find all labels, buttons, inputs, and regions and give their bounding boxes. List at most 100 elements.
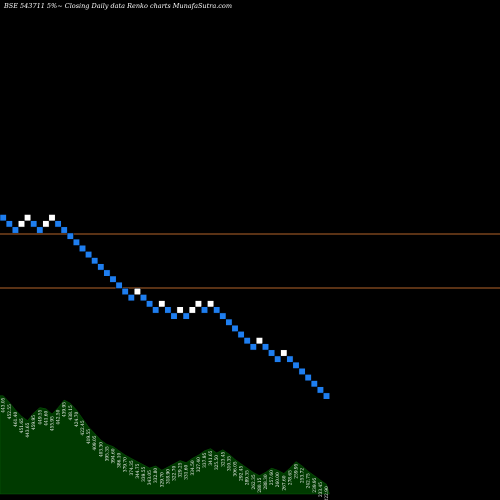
volume-area [0, 395, 330, 495]
volume-label: 461.40 [14, 412, 19, 427]
renko-brick-down [115, 281, 123, 289]
volume-label: 331.60 [185, 464, 190, 479]
renko-brick-down [152, 306, 160, 314]
renko-brick-down [225, 318, 233, 326]
renko-brick-down [11, 226, 19, 234]
volume-label: 259.95 [295, 463, 300, 478]
renko-brick-up [188, 306, 196, 314]
reference-lines [0, 233, 500, 289]
renko-brick-up [255, 337, 263, 345]
renko-brick-down [310, 380, 318, 388]
renko-brick-down [249, 343, 257, 351]
volume-label: 339.55 [142, 467, 147, 482]
renko-brick-down [91, 257, 99, 265]
volume-label: 292.45 [240, 466, 245, 481]
volume-label: 327.40 [197, 457, 202, 472]
volume-label: 451.65 [20, 418, 25, 433]
renko-brick-down [97, 263, 105, 271]
volume-label: 419.55 [87, 429, 92, 444]
renko-brick-up [18, 220, 25, 228]
renko-brick-down [66, 232, 74, 240]
renko-brick-down [298, 368, 306, 375]
volume-label: 260.00 [276, 472, 281, 487]
volume-label: 329.70 [160, 472, 165, 487]
renko-brick-down [274, 355, 282, 363]
renko-brick-up [48, 214, 56, 222]
renko-brick-down [85, 251, 93, 259]
renko-brick-down [268, 349, 276, 357]
renko-brick-up [24, 214, 32, 222]
renko-brick-up [194, 300, 202, 308]
volume-label: 443.05 [2, 397, 7, 412]
volume-label: 441.60 [44, 410, 49, 425]
renko-brick-down [231, 324, 239, 332]
volume-label: 459.95 [32, 415, 37, 430]
volume-label: 409.05 [93, 435, 98, 450]
renko-brick-up [42, 220, 50, 228]
volume-label: 325.50 [215, 455, 220, 470]
volume-label: 394.60 [112, 448, 117, 463]
volume-label: 323.45 [221, 451, 226, 466]
renko-brick-down [316, 386, 324, 394]
volume-label: 395.35 [105, 446, 110, 461]
chart-title: BSE 543711 5%~ Closing Daily data Renko … [3, 2, 232, 10]
volume-label: 337.95 [203, 453, 208, 468]
renko-brick-up [280, 349, 288, 357]
volume-label: 257.60 [270, 470, 275, 485]
renko-brick-down [0, 214, 7, 222]
volume-label: 253.72 [301, 468, 306, 483]
renko-brick-down [164, 306, 172, 314]
volume-label: 379.70 [124, 457, 129, 472]
renko-brick-down [30, 220, 38, 228]
volume-label: 278.65 [288, 470, 293, 485]
renko-brick-up [133, 288, 141, 295]
volume-label: 334.50 [191, 460, 196, 475]
renko-brick-down [170, 312, 178, 320]
volume-label: 455.95 [51, 416, 56, 431]
renko-brick-down [286, 355, 294, 363]
volume-label: 242.75 [307, 473, 312, 488]
renko-brick-down [127, 294, 135, 302]
renko-brick-down [292, 361, 300, 369]
volume-label: 262.35 [252, 474, 257, 489]
volume-label: 439.95 [63, 402, 68, 417]
renko-brick-down [182, 312, 190, 320]
volume-label: 222.90 [325, 486, 330, 500]
renko-brick-down [262, 343, 269, 351]
volume-label: 424.70 [75, 412, 80, 427]
volume-label: 443.65 [26, 422, 31, 437]
renko-brick-down [304, 374, 312, 382]
renko-brick-down [103, 269, 111, 277]
volume-label: 288.30 [264, 474, 269, 489]
volume-label: 452.55 [8, 404, 13, 419]
volume-label: 318.90 [166, 469, 171, 484]
volume-label: 438.15 [69, 405, 74, 420]
volume-label: 344.75 [136, 463, 141, 478]
renko-brick-down [323, 392, 330, 400]
renko-brick-down [60, 226, 68, 234]
volume-label: 374.35 [130, 460, 135, 475]
renko-brick-down [213, 306, 221, 314]
volume-label: 289.35 [246, 470, 251, 485]
volume-label: 233.45 [319, 482, 324, 497]
renko-bricks [0, 214, 330, 400]
volume-label: 332.80 [154, 468, 159, 483]
volume-label: 306.05 [234, 461, 239, 476]
renko-brick-down [201, 306, 208, 314]
renko-brick-down [54, 220, 62, 228]
volume-label: 422.45 [81, 420, 86, 435]
renko-brick-down [146, 300, 154, 308]
renko-brick-down [243, 337, 251, 345]
renko-brick-up [207, 300, 215, 308]
volume-label: 239.95 [313, 477, 318, 492]
volume-label: 329.25 [179, 462, 184, 477]
volume-label: 442.50 [57, 409, 62, 424]
renko-brick-down [5, 220, 13, 228]
volume-label: 310.35 [227, 456, 232, 471]
volume-label: 267.60 [282, 475, 287, 490]
renko-brick-up [176, 306, 184, 314]
volume-label: 322.70 [173, 466, 178, 481]
volume-label: 449.55 [38, 409, 43, 424]
